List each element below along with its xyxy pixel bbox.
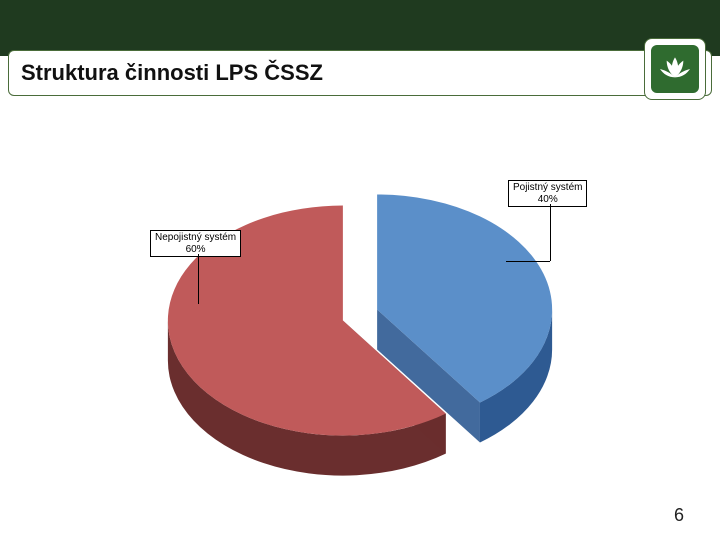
slide: Struktura činnosti LPS ČSSZ Pojistný sys… [0,0,720,540]
leader-line [550,204,551,261]
leader-line [506,261,550,262]
slice-label-nepojistny: Nepojistný systém 60% [150,230,241,257]
slice-label-text: Nepojistný systém [155,232,236,243]
slice-label-pojistny: Pojistný systém 40% [508,180,587,207]
slice-label-pct: 40% [513,194,582,206]
slice-label-text: Pojistný systém [513,182,582,193]
slice-label-pct: 60% [155,244,236,256]
title-bar: Struktura činnosti LPS ČSSZ [8,50,712,96]
page-number: 6 [674,505,684,526]
page-title: Struktura činnosti LPS ČSSZ [21,60,323,86]
logo-badge [644,38,706,100]
pie-chart: Pojistný systém 40% Nepojistný systém 60… [110,150,610,470]
leader-line [198,254,199,304]
header-top-bar [0,0,720,56]
lotus-icon [651,45,699,93]
